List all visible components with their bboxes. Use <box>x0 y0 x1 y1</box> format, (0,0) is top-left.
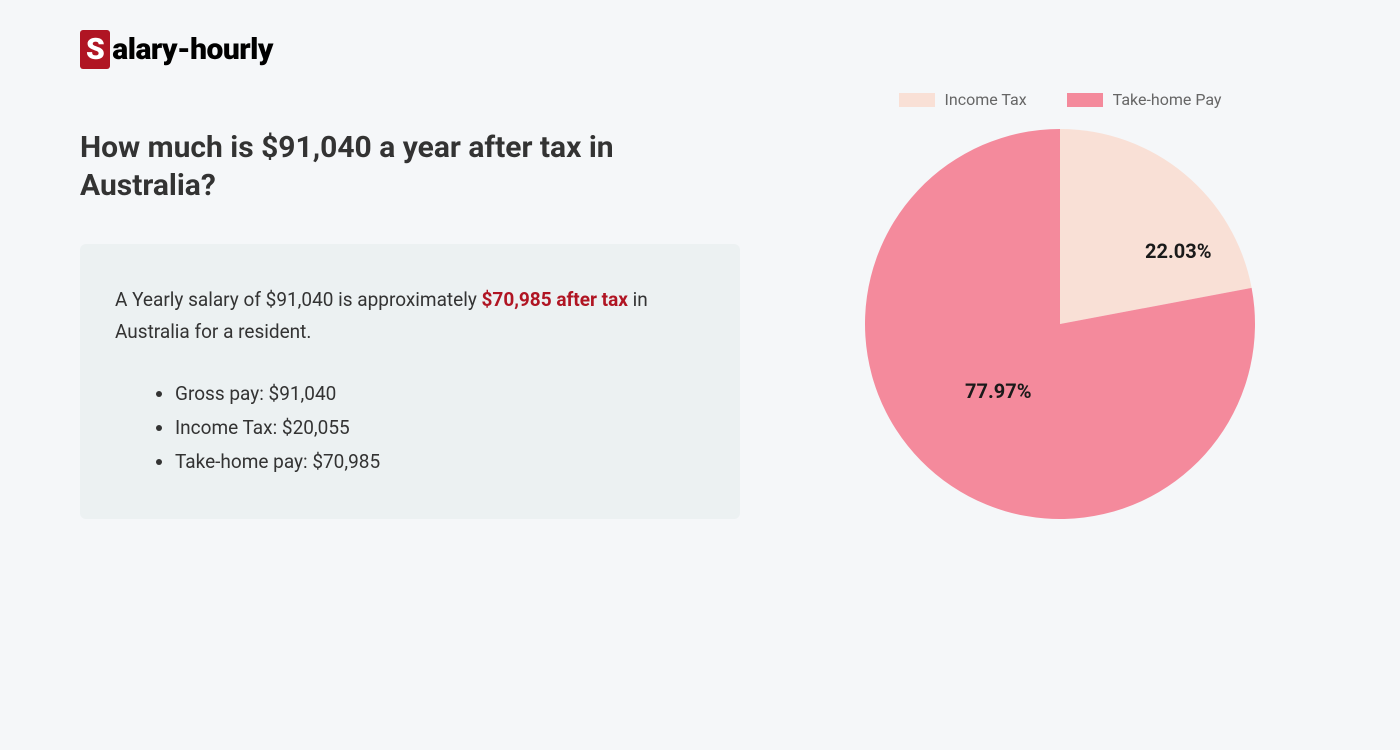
page-container: Salary-hourly How much is $91,040 a year… <box>80 30 1320 720</box>
logo: Salary-hourly <box>80 30 740 69</box>
logo-text: alary-hourly <box>112 32 273 67</box>
summary-prefix: A Yearly salary of $91,040 is approximat… <box>115 288 482 311</box>
legend-item-income-tax: Income Tax <box>899 90 1027 109</box>
legend-label: Take-home Pay <box>1113 90 1222 109</box>
legend-swatch <box>1067 93 1103 107</box>
legend-swatch <box>899 93 935 107</box>
summary-box: A Yearly salary of $91,040 is approximat… <box>80 244 740 519</box>
summary-list: Gross pay: $91,040 Income Tax: $20,055 T… <box>115 377 705 480</box>
legend-item-take-home: Take-home Pay <box>1067 90 1222 109</box>
page-title: How much is $91,040 a year after tax in … <box>80 129 700 204</box>
legend-label: Income Tax <box>945 90 1027 109</box>
pie-label-take-home: 77.97% <box>965 379 1031 403</box>
pie-label-income-tax: 22.03% <box>1145 239 1211 263</box>
summary-highlight: $70,985 after tax <box>482 288 628 311</box>
right-column: Income Tax Take-home Pay 22.03% 77.97% <box>800 30 1320 720</box>
left-column: Salary-hourly How much is $91,040 a year… <box>80 30 800 720</box>
pie-chart: 22.03% 77.97% <box>865 129 1255 519</box>
pie-svg <box>865 129 1255 519</box>
logo-badge: S <box>80 30 110 69</box>
chart-legend: Income Tax Take-home Pay <box>899 90 1222 109</box>
summary-text: A Yearly salary of $91,040 is approximat… <box>115 284 705 349</box>
list-item: Income Tax: $20,055 <box>175 411 705 445</box>
list-item: Gross pay: $91,040 <box>175 377 705 411</box>
list-item: Take-home pay: $70,985 <box>175 445 705 479</box>
